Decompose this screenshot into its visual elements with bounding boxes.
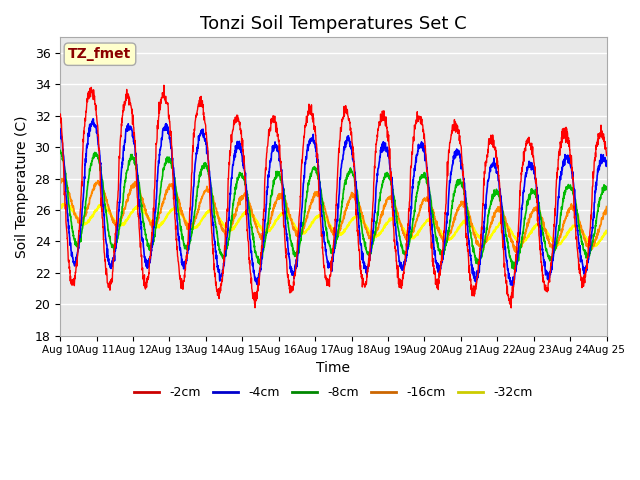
X-axis label: Time: Time (316, 361, 350, 375)
Y-axis label: Soil Temperature (C): Soil Temperature (C) (15, 115, 29, 258)
Legend: -2cm, -4cm, -8cm, -16cm, -32cm: -2cm, -4cm, -8cm, -16cm, -32cm (129, 381, 538, 404)
Title: Tonzi Soil Temperatures Set C: Tonzi Soil Temperatures Set C (200, 15, 467, 33)
Text: TZ_fmet: TZ_fmet (68, 47, 132, 61)
